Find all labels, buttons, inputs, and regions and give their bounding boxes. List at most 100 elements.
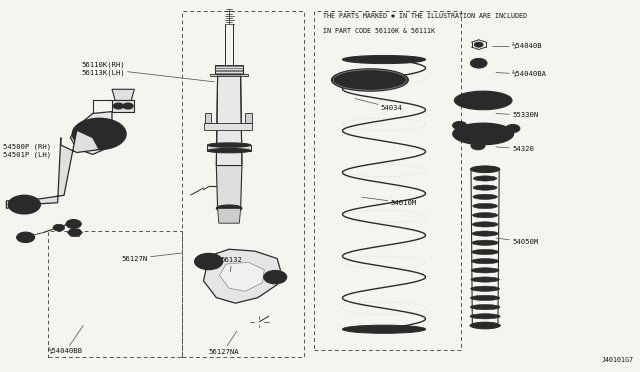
Text: 54500P (RH)
54501P (LH): 54500P (RH) 54501P (LH) xyxy=(3,144,54,158)
Circle shape xyxy=(470,58,487,68)
Circle shape xyxy=(474,42,483,47)
Ellipse shape xyxy=(470,323,500,328)
Text: 56132: 56132 xyxy=(221,257,243,272)
Bar xyxy=(314,11,461,350)
Ellipse shape xyxy=(342,325,426,333)
Ellipse shape xyxy=(470,286,500,291)
Text: 54050M: 54050M xyxy=(496,238,538,245)
Bar xyxy=(182,11,304,357)
Ellipse shape xyxy=(393,81,401,84)
Ellipse shape xyxy=(474,176,497,181)
Polygon shape xyxy=(112,89,134,100)
Text: 56127N: 56127N xyxy=(122,253,182,262)
Text: THE PARTS MARKED ✱ IN THE ILLUSTRATION ARE INCLUDED: THE PARTS MARKED ✱ IN THE ILLUSTRATION A… xyxy=(323,13,527,19)
Circle shape xyxy=(123,103,133,109)
Text: 54034: 54034 xyxy=(355,99,403,111)
Ellipse shape xyxy=(349,85,357,88)
Circle shape xyxy=(113,103,124,109)
Circle shape xyxy=(461,102,469,106)
Polygon shape xyxy=(216,76,242,166)
Ellipse shape xyxy=(470,295,500,301)
Circle shape xyxy=(53,224,65,231)
Bar xyxy=(48,231,182,357)
Circle shape xyxy=(195,253,223,270)
Ellipse shape xyxy=(471,277,499,282)
Text: 56110K(RH)
56113K(LH): 56110K(RH) 56113K(LH) xyxy=(81,62,214,82)
Polygon shape xyxy=(112,100,134,112)
Circle shape xyxy=(478,131,488,137)
Circle shape xyxy=(477,97,490,104)
Polygon shape xyxy=(204,123,252,130)
Ellipse shape xyxy=(471,268,499,273)
Circle shape xyxy=(497,95,505,99)
Circle shape xyxy=(8,195,40,214)
Text: 56127NA: 56127NA xyxy=(208,331,239,355)
Ellipse shape xyxy=(470,166,500,173)
Circle shape xyxy=(68,229,81,236)
Circle shape xyxy=(475,144,481,148)
Ellipse shape xyxy=(366,86,374,89)
Polygon shape xyxy=(6,130,99,208)
Ellipse shape xyxy=(383,72,390,75)
Polygon shape xyxy=(215,65,243,74)
Circle shape xyxy=(264,270,287,284)
Polygon shape xyxy=(205,113,211,123)
Circle shape xyxy=(456,124,463,127)
Circle shape xyxy=(81,124,117,144)
Circle shape xyxy=(66,219,81,228)
Ellipse shape xyxy=(472,231,498,236)
Text: ⅔54040BA: ⅔54040BA xyxy=(496,71,547,78)
Circle shape xyxy=(509,126,516,130)
Polygon shape xyxy=(70,112,112,154)
Polygon shape xyxy=(245,113,252,123)
Ellipse shape xyxy=(349,72,357,75)
Text: IN PART CODE 56110K & 56111K: IN PART CODE 56110K & 56111K xyxy=(323,28,435,34)
Ellipse shape xyxy=(473,185,497,190)
Ellipse shape xyxy=(470,305,500,310)
Ellipse shape xyxy=(332,69,408,91)
Text: 55330N: 55330N xyxy=(496,112,538,118)
Ellipse shape xyxy=(207,148,251,153)
Ellipse shape xyxy=(453,123,514,145)
Circle shape xyxy=(72,118,126,150)
Ellipse shape xyxy=(472,249,499,254)
Ellipse shape xyxy=(216,205,242,212)
Ellipse shape xyxy=(470,314,500,319)
Circle shape xyxy=(93,130,106,138)
Ellipse shape xyxy=(454,91,512,110)
Ellipse shape xyxy=(474,167,497,172)
Ellipse shape xyxy=(339,81,347,84)
Ellipse shape xyxy=(349,74,390,86)
Circle shape xyxy=(270,274,280,280)
Text: 54320: 54320 xyxy=(496,146,534,152)
Polygon shape xyxy=(210,74,248,76)
Text: 54010M: 54010M xyxy=(362,197,417,206)
Circle shape xyxy=(475,61,483,65)
Polygon shape xyxy=(220,262,264,291)
Circle shape xyxy=(452,121,467,129)
Ellipse shape xyxy=(393,76,401,79)
Text: ⅔54040BB: ⅔54040BB xyxy=(48,326,83,355)
Ellipse shape xyxy=(207,143,251,147)
Circle shape xyxy=(469,92,477,97)
Polygon shape xyxy=(218,208,241,223)
Circle shape xyxy=(202,258,215,265)
Circle shape xyxy=(472,127,495,141)
Ellipse shape xyxy=(473,194,497,199)
Ellipse shape xyxy=(470,322,500,329)
Polygon shape xyxy=(207,145,251,151)
Polygon shape xyxy=(216,166,242,208)
Ellipse shape xyxy=(472,213,498,218)
Ellipse shape xyxy=(366,71,374,74)
Circle shape xyxy=(471,142,485,150)
Circle shape xyxy=(15,199,33,210)
Circle shape xyxy=(17,232,35,243)
Ellipse shape xyxy=(472,240,499,246)
Ellipse shape xyxy=(342,55,426,64)
Polygon shape xyxy=(204,249,280,303)
Ellipse shape xyxy=(472,222,498,227)
Ellipse shape xyxy=(471,259,499,264)
Ellipse shape xyxy=(473,203,497,209)
Circle shape xyxy=(506,124,520,132)
Ellipse shape xyxy=(383,85,390,88)
